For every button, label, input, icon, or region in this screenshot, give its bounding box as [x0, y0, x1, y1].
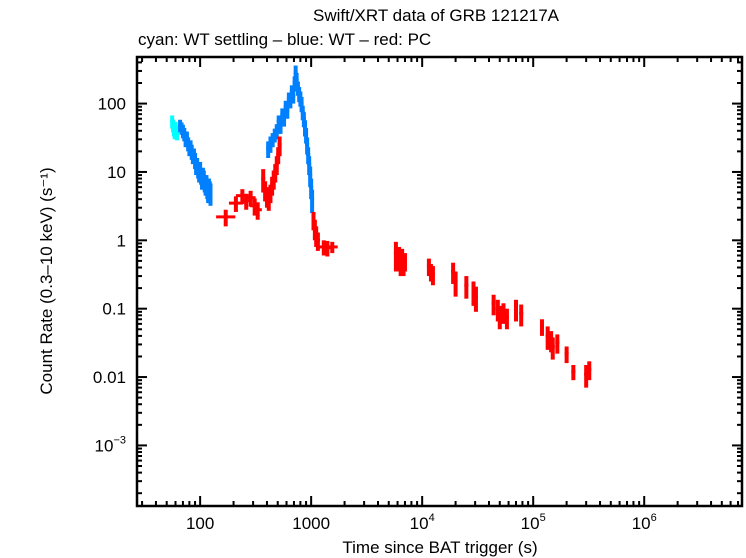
data-point — [175, 128, 180, 141]
series-wt-settling — [170, 115, 180, 141]
series-wt — [178, 65, 315, 214]
y-axis-label: Count Rate (0.3–10 keV) (s⁻¹) — [37, 167, 56, 394]
data-point — [513, 299, 518, 322]
plot-frame — [135, 55, 744, 508]
data-point — [539, 319, 544, 336]
data-point — [291, 89, 296, 104]
y-tick-label: 1 — [117, 231, 126, 250]
data-point — [245, 190, 256, 207]
series-pc — [216, 136, 592, 388]
data-point — [430, 266, 435, 286]
data-point — [550, 337, 555, 360]
data-point — [402, 253, 407, 272]
y-tick-label: 10−3 — [95, 434, 126, 455]
y-tick-label: 10 — [107, 163, 126, 182]
y-tick-label: 100 — [98, 95, 126, 114]
x-tick-label: 104 — [410, 512, 435, 533]
x-tick-label: 1000 — [292, 514, 330, 533]
data-point — [587, 361, 592, 381]
data-point — [310, 189, 315, 214]
data-point — [453, 271, 458, 297]
data-point — [519, 304, 524, 327]
data-point — [216, 209, 236, 227]
x-tick-label: 105 — [521, 512, 546, 533]
data-point — [571, 365, 576, 381]
data-point — [491, 294, 496, 316]
data-point — [501, 303, 506, 324]
data-point — [545, 326, 550, 350]
x-tick-label: 100 — [186, 514, 214, 533]
data-point — [497, 305, 502, 330]
data-point — [277, 136, 282, 157]
x-axis-label: Time since BAT trigger (s) — [342, 538, 537, 557]
data-point — [464, 276, 469, 299]
y-tick-label: 0.1 — [102, 300, 126, 319]
data-point — [326, 241, 338, 254]
data-point — [253, 202, 262, 220]
chart-subtitle: cyan: WT settling – blue: WT – red: PC — [138, 30, 431, 49]
x-tick-label: 106 — [632, 512, 657, 533]
data-point — [315, 232, 320, 251]
data-point — [285, 103, 290, 119]
data-point — [564, 346, 569, 364]
y-tick-label: 0.01 — [93, 368, 126, 387]
chart-title: Swift/XRT data of GRB 121217A — [313, 6, 560, 25]
data-point — [555, 334, 560, 354]
data-point — [208, 183, 213, 206]
data-point — [473, 286, 478, 312]
data-point — [504, 308, 509, 330]
